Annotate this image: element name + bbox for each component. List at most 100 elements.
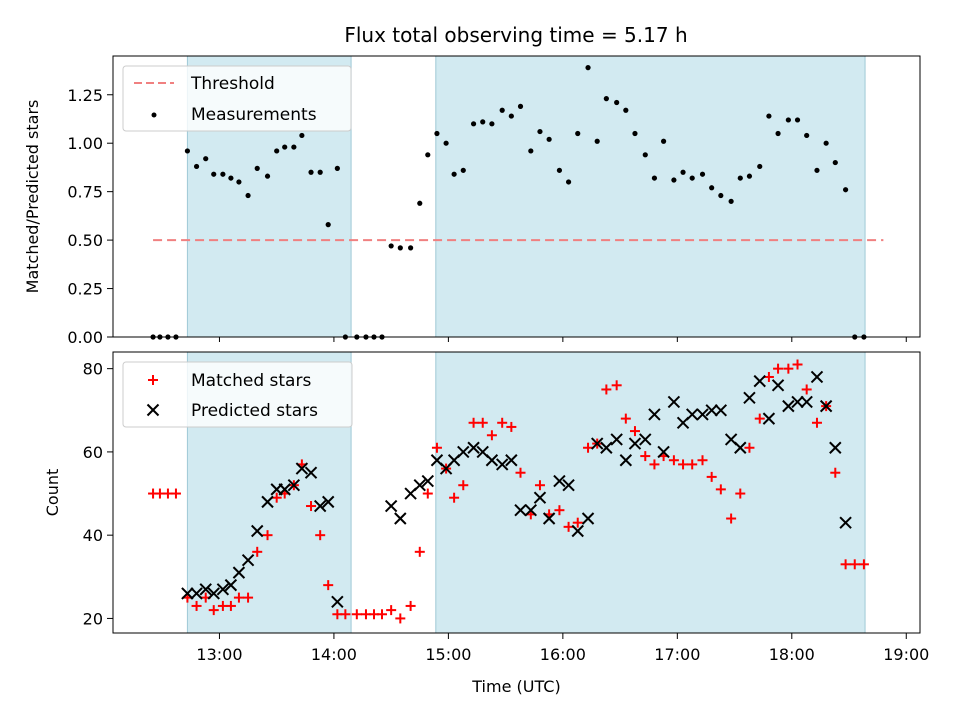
y-tick-label: 0.50 (67, 231, 103, 250)
matched-star-point (395, 613, 406, 624)
predicted-star-point (514, 503, 527, 517)
x-tick-label: 15:00 (425, 645, 471, 664)
predicted-star-point (394, 512, 407, 525)
predicted-star-point (810, 370, 824, 384)
predicted-star-point (610, 433, 623, 446)
measurement-point (184, 148, 191, 154)
matched-star-point (497, 417, 508, 428)
matched-stars-points (148, 359, 869, 624)
measurement-point (785, 117, 791, 123)
predicted-star-point (639, 433, 652, 446)
legend-matched-label: Matched stars (191, 371, 311, 391)
measurement-point (517, 103, 524, 109)
matched-star-point (668, 455, 679, 466)
x-tick-label: 18:00 (769, 645, 815, 664)
predicted-star-point (304, 466, 318, 479)
count-legend-box (122, 361, 353, 428)
measurement-point (417, 200, 423, 206)
matched-star-point (783, 363, 794, 374)
measurement-point (508, 113, 514, 119)
measurement-point (220, 171, 226, 177)
predicted-star-point (505, 454, 518, 467)
measurement-point (334, 165, 340, 171)
ratio-x-ticks (218, 337, 907, 342)
measurement-point (660, 138, 667, 144)
predicted-star-point (261, 495, 274, 509)
x-tick-label: 16:00 (540, 645, 586, 664)
measurement-point (470, 121, 477, 127)
measurement-point (546, 136, 552, 142)
measurement-point (737, 175, 743, 181)
measurement-point (264, 173, 271, 179)
matched-star-point (601, 384, 612, 395)
matched-star-point (726, 513, 737, 524)
predicted-star-point (771, 379, 785, 392)
predicted-star-point (819, 399, 833, 413)
predicted-star-point (241, 553, 255, 567)
matched-star-point (744, 442, 755, 453)
measurement-point (728, 198, 734, 204)
matched-star-point (830, 467, 841, 478)
y-tick-label: 20 (83, 609, 103, 628)
y-tick-label: 1.25 (67, 86, 103, 105)
measurement-point (603, 96, 609, 102)
legend-measurements-label: Measurements (191, 105, 317, 125)
matched-star-point (191, 600, 202, 611)
measurement-point (537, 128, 543, 135)
measurement-point (804, 132, 810, 139)
matched-star-point (858, 559, 869, 570)
matched-star-point (414, 546, 425, 557)
matched-star-point (506, 421, 517, 432)
predicted-star-point (190, 587, 203, 600)
matched-star-point (715, 484, 726, 495)
measurement-point (308, 169, 314, 175)
legend-threshold-label: Threshold (190, 74, 275, 94)
matched-star-point (243, 592, 254, 603)
measurement-point (451, 171, 457, 177)
predicted-star-point (181, 587, 194, 600)
measurement-point (842, 187, 849, 193)
matched-star-point (554, 505, 565, 516)
measurement-point (425, 152, 431, 158)
predicted-star-point (705, 404, 718, 417)
time-x-axis: 13:00 14:00 15:00 16:00 17:00 18:00 19:00 (196, 633, 929, 664)
predicted-star-point (562, 479, 575, 492)
matched-star-point (640, 451, 651, 462)
matched-star-point (431, 442, 442, 453)
predicted-star-point (734, 441, 747, 454)
measurement-point (291, 144, 297, 150)
predicted-star-point (295, 462, 309, 475)
measurement-point (245, 192, 251, 199)
measurement-point (565, 179, 572, 185)
measurement-point (236, 179, 242, 185)
predicted-star-point (207, 587, 220, 600)
measurement-point (397, 245, 403, 251)
chart-title: Flux total observing time = 5.17 h (344, 23, 687, 47)
predicted-star-point (762, 412, 776, 425)
y-tick-label: 0.25 (67, 280, 103, 299)
predicted-star-point (251, 524, 264, 538)
y-tick-label: 0.00 (67, 328, 103, 347)
ratio-panel-frame (112, 55, 921, 338)
predicted-star-point (743, 391, 756, 404)
legend-predicted-label: Predicted stars (191, 401, 318, 421)
predicted-star-point (199, 583, 212, 596)
matched-star-point (323, 580, 334, 591)
measurement-point (299, 132, 305, 139)
matched-star-point (773, 363, 784, 374)
matched-star-point (386, 605, 397, 616)
y-tick-label: 80 (83, 360, 103, 379)
measurement-point (823, 140, 829, 146)
measurement-point (556, 167, 563, 173)
measurement-point (325, 222, 331, 228)
predicted-star-point (278, 483, 291, 496)
predicted-star-point (571, 524, 584, 538)
predicted-star-point (791, 395, 804, 409)
predicted-star-point (224, 578, 238, 592)
matched-star-point (754, 413, 765, 424)
matched-star-point (170, 488, 181, 499)
ratio-legend-box (122, 65, 352, 132)
predicted-star-point (581, 512, 595, 525)
predicted-star-point (413, 479, 426, 492)
